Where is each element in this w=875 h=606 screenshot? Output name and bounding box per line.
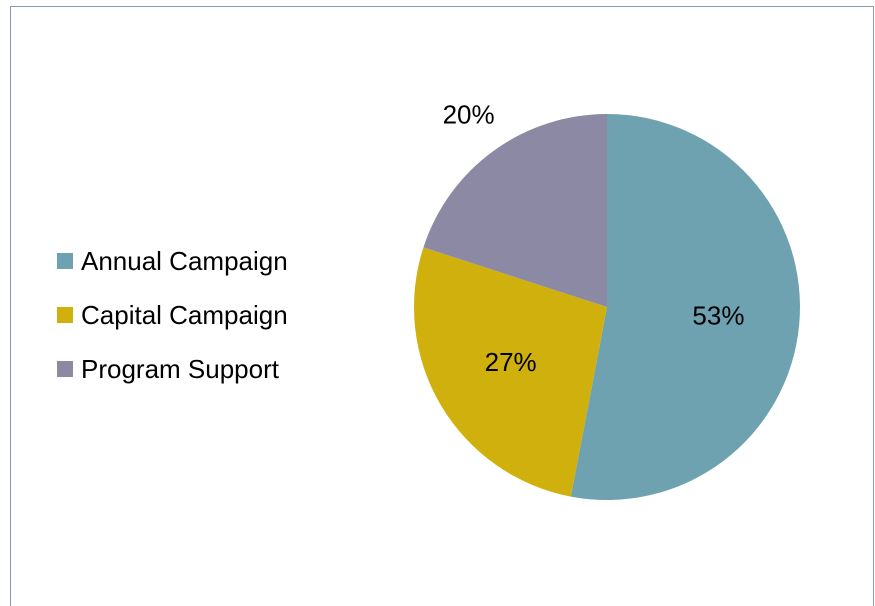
chart-frame — [10, 6, 874, 606]
legend-item-program-support: Program Support — [57, 342, 288, 396]
legend-label-annual-campaign: Annual Campaign — [81, 245, 288, 276]
legend-item-capital-campaign: Capital Campaign — [57, 288, 288, 342]
legend-swatch-program-support — [57, 361, 73, 377]
pie-slice-annual-campaign — [570, 114, 800, 500]
data-label-annual-campaign: 53% — [692, 300, 744, 330]
data-label-program-support: 20% — [443, 99, 495, 129]
legend-swatch-annual-campaign — [57, 253, 73, 269]
data-label-capital-campaign: 27% — [485, 347, 537, 377]
legend: Annual Campaign Capital Campaign Program… — [57, 234, 288, 396]
legend-label-program-support: Program Support — [81, 353, 279, 384]
legend-label-capital-campaign: Capital Campaign — [81, 299, 288, 330]
legend-item-annual-campaign: Annual Campaign — [57, 234, 288, 288]
pie-slice-capital-campaign — [414, 247, 607, 497]
pie-slice-program-support — [423, 114, 607, 307]
legend-swatch-capital-campaign — [57, 307, 73, 323]
